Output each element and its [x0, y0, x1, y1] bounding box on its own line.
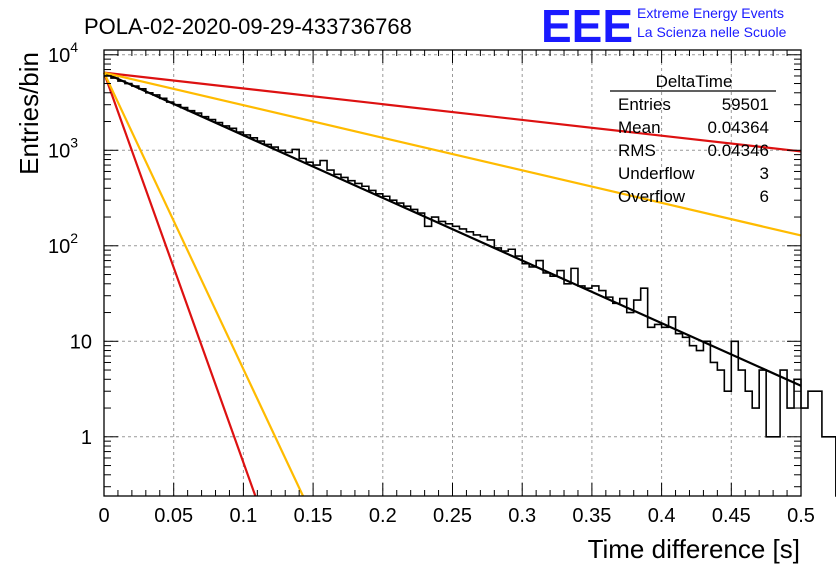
x-tick-label: 0.25	[433, 505, 472, 527]
x-tick-label: 0.15	[294, 505, 333, 527]
stats-value: 6	[760, 187, 769, 206]
x-tick-label: 0.5	[787, 505, 815, 527]
stats-rows: Entries 59501 Mean 0.04364 RMS 0.04346 Underfl…	[618, 95, 769, 206]
stats-box: DeltaTime Entries 59501 Mean 0.04364 RMS 0.04…	[610, 72, 776, 206]
stats-label: Entries	[618, 95, 671, 114]
histogram	[104, 75, 836, 497]
y-tick-label: 102	[48, 230, 78, 258]
x-tick-label: 0.4	[648, 505, 676, 527]
fit-curve	[103, 71, 802, 153]
x-tick-label: 0.2	[369, 505, 397, 527]
stats-value: 0.04364	[708, 118, 769, 137]
y-axis-label: Entries/bin	[14, 52, 44, 175]
fit-curve	[103, 71, 802, 237]
x-tick-label: 0	[98, 505, 109, 527]
stats-value: 59501	[722, 95, 769, 114]
logo-line-2: La Scienza nelle Scuole	[637, 24, 787, 40]
y-tick-label: 1	[81, 427, 92, 449]
stats-label: Mean	[618, 118, 661, 137]
eee-logo: EEE Extreme Energy Events La Scienza nel…	[541, 0, 787, 52]
y-tick-label: 104	[48, 39, 78, 67]
fit-curve	[103, 72, 304, 497]
logo-line-1: Extreme Energy Events	[637, 5, 784, 21]
logo-mark: EEE	[541, 0, 633, 52]
chart-title: POLA-02-2020-09-29-433736768	[84, 14, 412, 39]
fit-curve	[103, 71, 802, 387]
x-tick-label: 0.45	[712, 505, 751, 527]
x-tick-label: 0.1	[229, 505, 257, 527]
stats-label: Underflow	[618, 164, 695, 183]
y-tick-label: 103	[48, 134, 78, 162]
stats-label: RMS	[618, 141, 656, 160]
fit-curve	[102, 72, 257, 497]
stats-value: 3	[760, 164, 769, 183]
stats-title: DeltaTime	[656, 72, 733, 91]
stats-value: 0.04346	[708, 141, 769, 160]
stats-label: Overflow	[618, 187, 686, 206]
x-axis-label: Time difference [s]	[588, 534, 800, 564]
x-tick-label: 0.05	[154, 505, 193, 527]
fit-curves	[102, 71, 802, 497]
x-tick-label: 0.3	[508, 505, 536, 527]
y-tick-label: 10	[70, 331, 92, 353]
x-tick-label: 0.35	[572, 505, 611, 527]
grid	[104, 50, 801, 496]
x-axis: 0 0.05 0.1 0.15 0.2 0.25 0.3 0.35 0.4 0.45 0.5	[98, 50, 815, 527]
